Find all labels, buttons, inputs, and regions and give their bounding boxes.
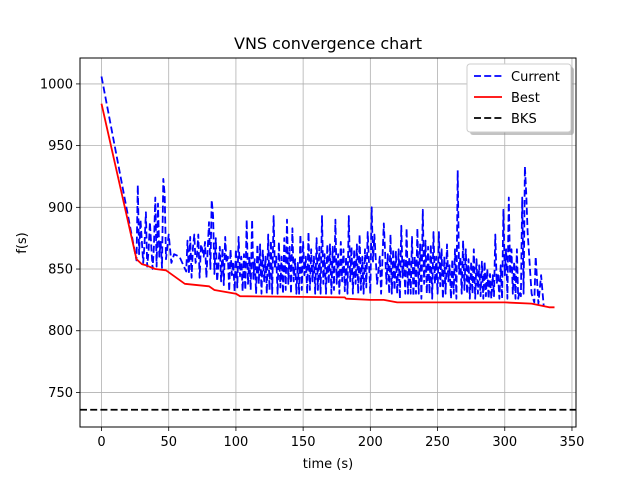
x-tick-label: 50 (160, 435, 177, 450)
chart-title: VNS convergence chart (234, 34, 422, 53)
y-tick-label: 900 (48, 201, 73, 216)
legend: Current Best BKS (466, 63, 574, 135)
series-layer (80, 76, 576, 411)
x-tick-label: 300 (492, 435, 517, 450)
x-axis-label: time (s) (303, 457, 353, 472)
legend-box (466, 63, 572, 133)
y-tick-label: 850 (48, 263, 73, 278)
y-tick-label: 800 (48, 324, 73, 339)
x-tick-label: 100 (224, 435, 249, 450)
y-tick-label: 1000 (40, 77, 73, 92)
x-tick-label: 350 (560, 435, 585, 450)
y-axis-label: f(s) (15, 232, 30, 254)
plot-frame (79, 57, 577, 428)
legend-label-best: Best (511, 91, 540, 106)
series-line-current (100, 76, 545, 307)
x-tick-label: 200 (358, 435, 383, 450)
legend-label-current: Current (511, 70, 560, 85)
legend-label-bks: BKS (511, 112, 537, 127)
series-line-best (100, 103, 555, 309)
y-tick-label: 750 (48, 386, 73, 401)
x-tick-label: 0 (97, 435, 105, 450)
y-tick-label: 950 (48, 139, 73, 154)
axis-ticks: 0 50 100 150 200 250 300 350 750 800 850 900 950 1000 (40, 77, 584, 450)
x-tick-label: 250 (425, 435, 450, 450)
x-tick-label: 150 (291, 435, 316, 450)
